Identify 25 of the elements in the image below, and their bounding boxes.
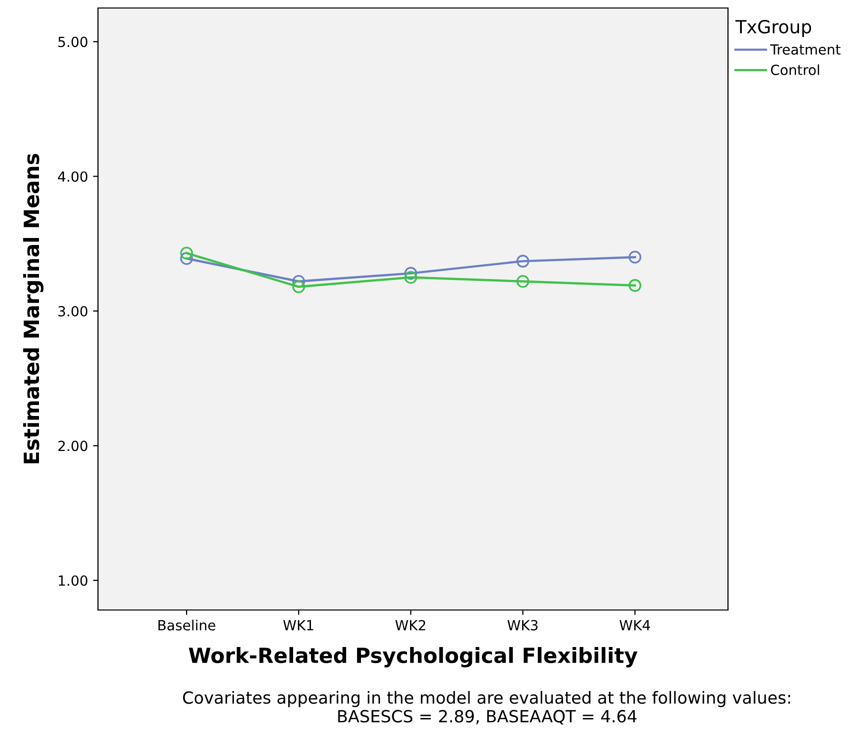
x-tick-label: WK4 [620, 620, 650, 630]
x-tick-label: WK1 [283, 620, 314, 630]
x-tick-label: WK2 [395, 620, 426, 630]
point [180, 252, 193, 265]
x-axis-title: Work-Related Psychological Flexibility [188, 647, 638, 668]
y-tick-label: 1.00 [58, 575, 88, 586]
point [516, 254, 530, 268]
y-tick-label: 3.00 [58, 306, 88, 316]
point [404, 266, 418, 280]
x-tick-label: WK3 [507, 620, 538, 630]
legend-label: Treatment [770, 44, 840, 55]
point [628, 279, 642, 292]
text: Covariates appearing in the model are evaluated at the following values: BASESCS = 2.89, BASEAAQT = 4.64 [183, 690, 790, 724]
y-tick-label: 4.00 [58, 171, 88, 182]
y-tick-label: 5.00 [58, 36, 88, 48]
legend-title: TxGroup [735, 20, 812, 38]
point [516, 275, 530, 288]
x-tick-label: Baseline [158, 620, 216, 630]
legend-label: Control [770, 64, 820, 76]
point [404, 270, 418, 284]
point [628, 250, 642, 264]
y-axis-title: Estimated Marginal Means [23, 154, 44, 464]
point [292, 280, 306, 294]
y-tick-label: 2.00 [58, 440, 88, 452]
point [180, 246, 193, 260]
